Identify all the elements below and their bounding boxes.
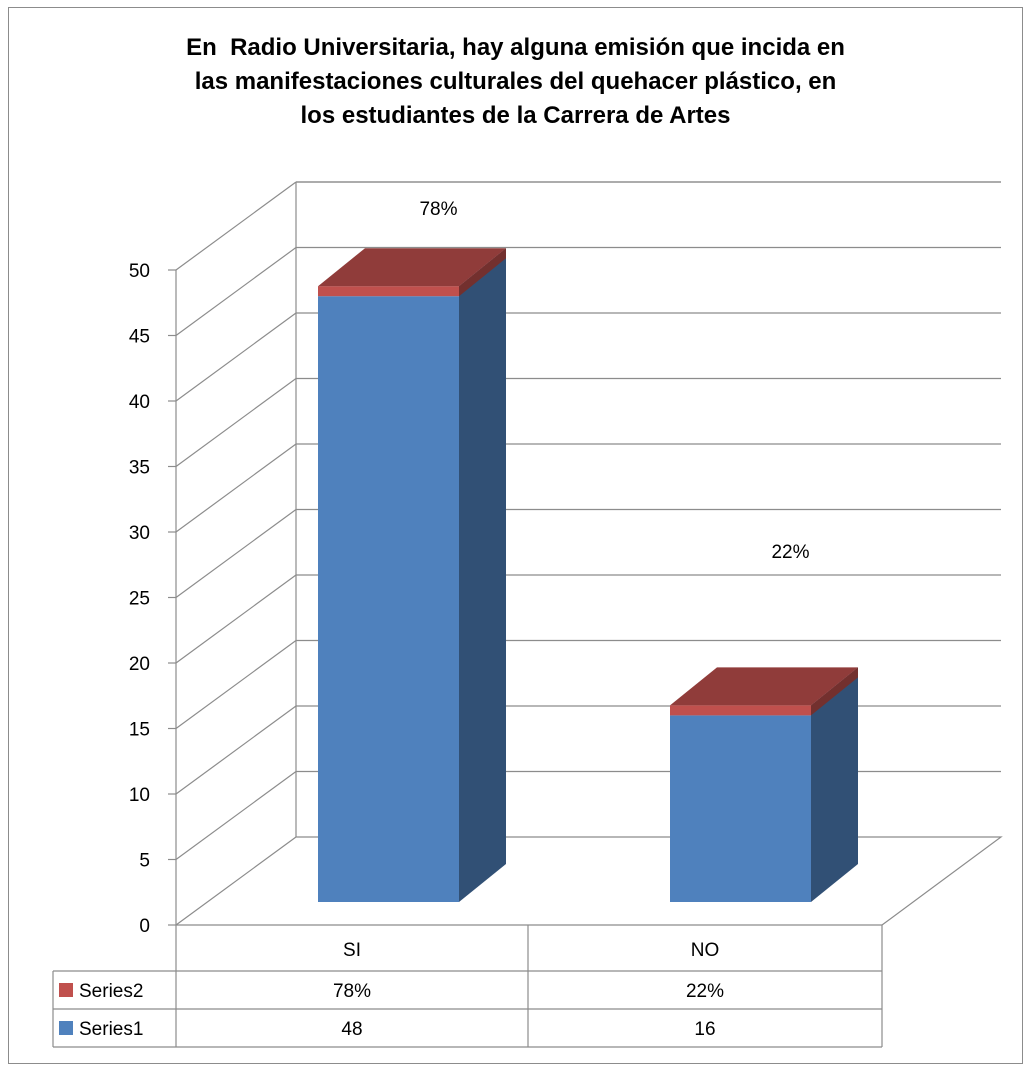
- gridline-side: [175, 312, 297, 402]
- data-label-no: 22%: [771, 542, 809, 563]
- bar-series1-side: [459, 248, 506, 902]
- gridline-side: [175, 771, 297, 860]
- chart-title-line-2: las manifestaciones culturales del queha…: [194, 68, 837, 95]
- bar-series2-side: [459, 248, 506, 297]
- y-tick-label: 50: [129, 261, 150, 282]
- y-tick-label: 25: [129, 589, 150, 610]
- table-header-no: NO: [691, 940, 720, 961]
- bar-series1-front: [670, 715, 811, 902]
- legend-key-series1: [59, 1021, 73, 1035]
- y-tick-label: 15: [129, 720, 150, 741]
- y-tick-label: 40: [129, 392, 150, 413]
- legend-label-series2: Series2: [79, 981, 143, 1002]
- table-cell-series1-si: 48: [341, 1019, 362, 1040]
- gridline-side: [175, 378, 297, 467]
- bar-series2-side: [811, 667, 858, 716]
- chart-frame: [8, 7, 1023, 1064]
- bar-series2-front: [670, 705, 811, 716]
- bar-series2-front: [318, 286, 459, 297]
- bar-series2-top: [670, 667, 858, 706]
- gridline-side: [175, 509, 297, 598]
- bar-no: [670, 667, 858, 902]
- table-cell-series1-no: 16: [694, 1019, 715, 1040]
- legend-key-series2: [59, 983, 73, 997]
- y-tick-label: 20: [129, 654, 150, 675]
- bar-series1-side: [811, 667, 858, 902]
- gridline-side: [175, 443, 297, 533]
- y-tick-label: 10: [129, 785, 150, 806]
- bar-si: [318, 248, 506, 902]
- y-tick-label: 5: [139, 851, 150, 872]
- gridline-side: [175, 247, 297, 336]
- data-table: SI NO Series2 78% 22% Series1 48 16: [52, 925, 883, 1048]
- table-header-si: SI: [343, 940, 361, 961]
- table-cell-series2-no: 22%: [686, 981, 724, 1002]
- table-cell-series2-si: 78%: [333, 981, 371, 1002]
- gridline-side: [175, 640, 297, 729]
- y-tick-label: 0: [139, 916, 150, 937]
- bar-series1-front: [318, 296, 459, 902]
- chart-title-line-3: los estudiantes de la Carrera de Artes: [300, 102, 731, 129]
- data-label-si: 78%: [419, 199, 457, 220]
- chart-title-line-1: En Radio Universitaria, hay alguna emisi…: [186, 34, 845, 61]
- bar-series2-top: [318, 248, 506, 287]
- gridline-side: [175, 574, 297, 664]
- floor-outline: [175, 836, 1003, 926]
- legend-label-series1: Series1: [79, 1019, 143, 1040]
- y-tick-label: 30: [129, 523, 150, 544]
- gridline-side: [175, 705, 297, 795]
- gridline-side: [175, 181, 297, 271]
- y-tick-label: 35: [129, 458, 150, 479]
- y-tick-label: 45: [129, 327, 150, 348]
